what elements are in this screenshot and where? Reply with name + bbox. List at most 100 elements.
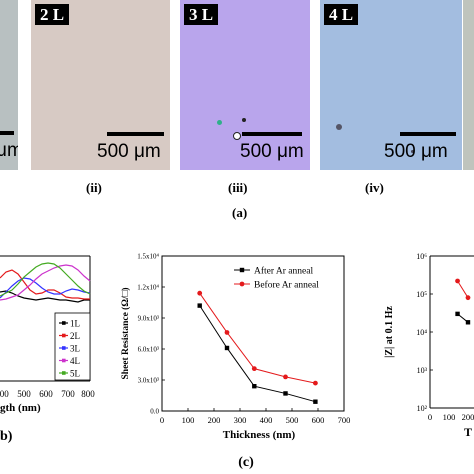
y-tick-label: 1.5x10⁴ [137, 253, 159, 261]
data-point [465, 320, 471, 325]
tick-label: 800 [81, 389, 95, 399]
spectra-curves [0, 262, 91, 303]
scale-text: μm [0, 140, 18, 161]
legend-label: 2L [70, 331, 80, 341]
spectrum-2l [0, 269, 90, 300]
spectrum-5l [0, 262, 91, 297]
scale-bar [0, 131, 14, 135]
y-tick-label: 10⁶ [416, 252, 427, 261]
sublabel-iii: (iii) [228, 180, 248, 195]
scale-text: 500 μm [240, 141, 304, 162]
impedance-chart: 10² 10³ 10⁴ 10⁵ 10⁶ 0 100 200 |Z| at 0.1 Hz T [384, 252, 474, 439]
tick-label: 400 [0, 389, 9, 399]
x-tick-label: 0 [428, 412, 432, 422]
layer-badge: 4 L [324, 4, 359, 25]
spectra-x-ticks: 400 500 600 700 800 [0, 389, 95, 399]
data-point [239, 267, 245, 273]
data-point [283, 374, 288, 380]
layer-badge: 3 L [184, 4, 219, 25]
defect-spot [411, 150, 414, 153]
series-line [457, 280, 469, 298]
x-tick-label: 100 [443, 412, 456, 422]
spectrum-3l [0, 277, 91, 299]
x-tick-label: 300 [234, 415, 247, 425]
x-axis-label: T [464, 425, 472, 439]
x-tick-label: 0 [160, 415, 164, 425]
spectra-panel: 400 500 600 700 800 gth (nm) b) 1L 2L 3L 4L… [0, 255, 95, 444]
x-tick-label: 600 [312, 415, 325, 425]
tick-label: 600 [39, 389, 53, 399]
series-line [199, 292, 316, 384]
x-tick-label: 700 [338, 415, 351, 425]
x-axis-label: Thickness (nm) [223, 429, 296, 441]
x-tick-label: 200 [462, 412, 474, 422]
data-point [224, 345, 230, 351]
y-axis-label: |Z| at 0.1 Hz [384, 306, 395, 358]
data-point [251, 366, 257, 372]
defect-spot [217, 120, 222, 125]
layer-badge: 2 L [35, 4, 70, 25]
sublabel-iv: (iv) [365, 180, 384, 195]
data-point [224, 330, 230, 335]
legend-label: Before Ar anneal [254, 280, 319, 291]
y-tick-label: 10⁵ [416, 290, 427, 299]
scale-bar [242, 132, 302, 136]
legend-label: 5L [70, 369, 80, 379]
plot-frame [161, 255, 345, 412]
legend-marker [62, 371, 66, 375]
defect-spot [233, 132, 241, 140]
legend-label: After Ar anneal [254, 266, 313, 277]
y-tick-label: 10² [417, 404, 428, 413]
data-point [252, 384, 257, 389]
x-tick-label: 400 [260, 415, 273, 425]
legend-marker [62, 358, 66, 363]
defect-spot [242, 118, 246, 122]
y-tick-label: 10³ [417, 366, 428, 375]
data-point [455, 278, 460, 284]
y-tick-label: 3.0x10³ [138, 377, 159, 385]
scale-bar [400, 132, 456, 136]
legend-marker [62, 346, 66, 350]
data-point [313, 399, 318, 404]
sheet-resistance-chart: 0 100 200 300 400 500 600 700 0.0 3.0x10³ 6.0x10³ 9… [120, 253, 350, 471]
x-tick-label: 200 [208, 415, 221, 425]
series-line [199, 305, 316, 403]
micrograph-4l: 4 L 500 μm [320, 0, 462, 170]
micrograph-3l: 3 L 500 μm [180, 0, 310, 170]
legend-marker [62, 321, 66, 325]
tick-label: 500 [17, 389, 31, 399]
data-point [197, 290, 203, 296]
x-tick-label: 500 [286, 415, 299, 425]
y-axis-label: Sheet Resistance (Ω/□) [120, 288, 131, 380]
legend-label: 3L [70, 344, 80, 354]
data-point [197, 303, 202, 308]
legend-label: 1L [70, 319, 80, 329]
micrograph-2l: 2 L 500 μm [31, 0, 170, 170]
spectrum-1l [0, 290, 90, 303]
data-point [455, 311, 460, 317]
y-tick-label: 6.0x10³ [138, 346, 159, 354]
tick-label: 700 [61, 389, 75, 399]
micrograph-5l [463, 0, 474, 170]
spectrum-4l [0, 264, 91, 301]
legend-label: 4L [70, 356, 80, 366]
legend-frame [54, 312, 91, 381]
y-tick-label: 0.0 [150, 408, 159, 416]
legend-marker [62, 333, 66, 338]
scale-bar [107, 132, 164, 136]
panel-label-b: b) [0, 429, 13, 444]
scale-text: 500 μm [384, 141, 448, 162]
defect-spot [336, 124, 342, 130]
data-point [465, 295, 471, 301]
panel-label-c: (c) [238, 455, 254, 470]
y-tick-label: 9.0x10³ [138, 315, 159, 323]
scale-text: 500 μm [97, 141, 161, 162]
y-tick-label: 10⁴ [416, 328, 427, 337]
spectra-x-label: gth (nm) [0, 402, 41, 414]
data-point [283, 391, 288, 396]
y-tick-label: 1.2x10⁴ [137, 284, 159, 292]
data-point [313, 380, 318, 386]
micrograph-1l: μm [0, 0, 18, 170]
spectra-legend: 1L 2L 3L 4L 5L [54, 312, 91, 381]
